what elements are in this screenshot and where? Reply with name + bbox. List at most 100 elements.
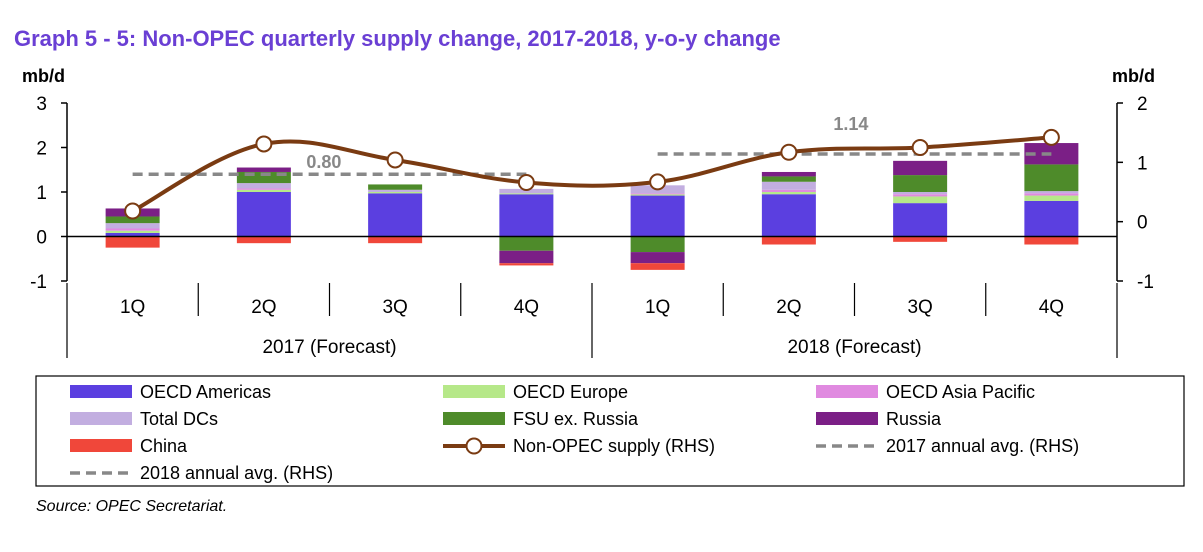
group-label: 2017 (Forecast) bbox=[262, 337, 396, 358]
bar-segment bbox=[236, 188, 291, 190]
bar-segment bbox=[105, 232, 160, 237]
left-axis-unit: mb/d bbox=[22, 66, 65, 86]
left-tick-label: 2 bbox=[36, 139, 47, 160]
bar-segment bbox=[236, 236, 291, 244]
legend-swatch bbox=[70, 439, 132, 452]
legend-label: Total DCs bbox=[140, 409, 218, 429]
bar-segment bbox=[499, 263, 554, 266]
bar-segment bbox=[893, 175, 948, 192]
bar-segment bbox=[893, 192, 948, 195]
legend-label: 2017 annual avg. (RHS) bbox=[886, 436, 1079, 456]
bar-segment bbox=[368, 193, 423, 237]
bar-segment bbox=[630, 195, 685, 237]
annual-average-label: 0.80 bbox=[306, 152, 341, 172]
right-tick-label: 2 bbox=[1137, 94, 1148, 115]
legend-swatch bbox=[816, 385, 878, 398]
bar-segment bbox=[236, 189, 291, 192]
left-tick-label: 0 bbox=[36, 228, 47, 249]
non-opec-supply-point bbox=[649, 173, 667, 191]
category-label: 4Q bbox=[1039, 297, 1064, 318]
bar-segment bbox=[761, 189, 816, 192]
source-note: Source: OPEC Secretariat. bbox=[36, 498, 228, 515]
non-opec-supply-point bbox=[255, 135, 273, 153]
left-tick-label: 3 bbox=[36, 94, 47, 115]
legend-label: China bbox=[140, 436, 188, 456]
right-tick-label: 0 bbox=[1137, 213, 1148, 234]
bar-segment bbox=[893, 236, 948, 242]
category-label: 2Q bbox=[776, 297, 801, 318]
left-tick-label: 1 bbox=[36, 183, 47, 204]
bar-segment bbox=[236, 192, 291, 237]
category-label: 4Q bbox=[514, 297, 539, 318]
bar-segment bbox=[105, 223, 160, 229]
bar-segment bbox=[761, 181, 816, 190]
bar-segment bbox=[499, 188, 554, 194]
bar-segment bbox=[893, 194, 948, 197]
category-label: 2Q bbox=[251, 297, 276, 318]
bar-segment bbox=[499, 194, 554, 237]
bar-segment bbox=[1024, 236, 1079, 245]
non-opec-supply-point bbox=[124, 202, 142, 220]
bar-segment bbox=[630, 263, 685, 270]
legend-label: OECD Europe bbox=[513, 382, 628, 402]
bar-segment bbox=[761, 236, 816, 245]
bar-segment bbox=[368, 236, 423, 244]
bar-segment bbox=[761, 192, 816, 195]
right-tick-label: -1 bbox=[1137, 272, 1154, 293]
bar-segment bbox=[1024, 193, 1079, 196]
legend-swatch bbox=[443, 412, 505, 425]
legend-label: OECD Asia Pacific bbox=[886, 382, 1035, 402]
chart-title: Graph 5 - 5: Non-OPEC quarterly supply c… bbox=[14, 26, 781, 51]
bar-segment bbox=[105, 236, 160, 248]
group-label: 2018 (Forecast) bbox=[787, 337, 921, 358]
bar-segment bbox=[761, 194, 816, 237]
bar-segment bbox=[1024, 191, 1079, 194]
bar-segment bbox=[499, 250, 554, 264]
non-opec-supply-point bbox=[1042, 128, 1060, 146]
legend-label: FSU ex. Russia bbox=[513, 409, 639, 429]
legend-label: Non-OPEC supply (RHS) bbox=[513, 436, 715, 456]
bar-segment bbox=[368, 192, 423, 194]
right-axis-unit: mb/d bbox=[1112, 66, 1155, 86]
bar-segment bbox=[893, 196, 948, 204]
right-tick-label: 1 bbox=[1137, 153, 1148, 174]
bar-segment bbox=[499, 193, 554, 195]
bar-segment bbox=[1024, 164, 1079, 192]
non-opec-supply-point bbox=[517, 174, 535, 192]
legend-swatch bbox=[70, 385, 132, 398]
bar-segment bbox=[368, 184, 423, 190]
bar-segment bbox=[893, 203, 948, 237]
legend-swatch bbox=[70, 412, 132, 425]
bar-segment bbox=[630, 236, 685, 253]
bar-segment bbox=[236, 171, 291, 184]
category-label: 1Q bbox=[645, 297, 670, 318]
legend-box bbox=[35, 375, 1185, 487]
legend-label: 2018 annual avg. (RHS) bbox=[140, 463, 333, 483]
category-label: 3Q bbox=[907, 297, 932, 318]
non-opec-supply-point bbox=[780, 143, 798, 161]
category-label: 3Q bbox=[382, 297, 407, 318]
bar-segment bbox=[761, 171, 816, 177]
bar-segment bbox=[761, 176, 816, 182]
bar-segment bbox=[105, 230, 160, 233]
category-label: 1Q bbox=[120, 297, 145, 318]
bar-segment bbox=[1024, 195, 1079, 201]
legend-label: Russia bbox=[886, 409, 942, 429]
legend-label: OECD Americas bbox=[140, 382, 271, 402]
bar-segment bbox=[368, 189, 423, 192]
legend-swatch bbox=[443, 385, 505, 398]
annual-average-label: 1.14 bbox=[833, 114, 868, 134]
bar-segment bbox=[499, 236, 554, 251]
bar-segment bbox=[893, 160, 948, 176]
bar-segment bbox=[105, 228, 160, 231]
bar-segment bbox=[236, 167, 291, 172]
non-opec-supply-point bbox=[386, 151, 404, 169]
left-tick-label: -1 bbox=[30, 272, 47, 293]
bar-segment bbox=[236, 183, 291, 189]
bar-segment bbox=[105, 216, 160, 224]
non-opec-supply-point bbox=[911, 139, 929, 156]
bar-segment bbox=[630, 252, 685, 264]
bar-segment bbox=[630, 194, 685, 196]
legend-swatch bbox=[816, 412, 878, 425]
